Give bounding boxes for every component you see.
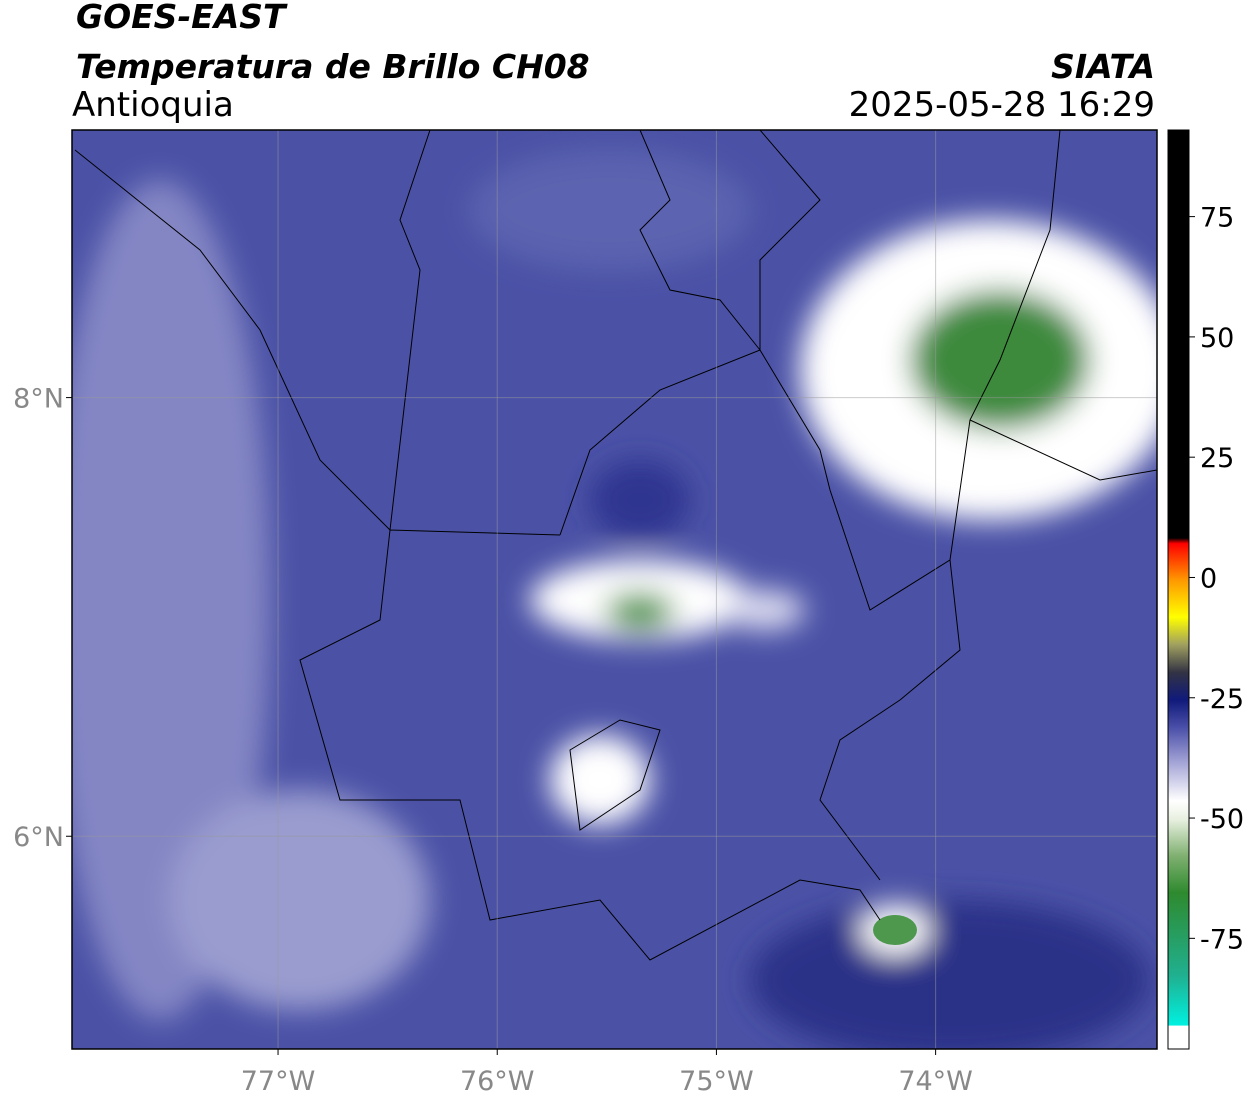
subtitle: Temperatura de Brillo CH08 [76,47,590,86]
colorbar-tick-label: -75 [1200,924,1244,955]
colorbar-tick-label: 75 [1200,203,1234,234]
timestamp: 2025-05-28 16:29 [849,85,1155,125]
colorbar [1167,129,1190,1050]
x-tick-label: 75°W [679,1066,754,1097]
x-tick-label: 74°W [898,1066,973,1097]
colorbar-tick-label: -50 [1200,804,1244,835]
y-tick-label: 8°N [13,384,64,415]
y-tick-label: 6°N [13,822,64,853]
x-tick-label: 76°W [460,1066,535,1097]
graticule [72,130,1157,1049]
colorbar-tick-label: 50 [1200,323,1234,354]
colorbar-tick-label: 25 [1200,443,1234,474]
title: GOES-EAST [76,0,288,36]
cloud-core [873,915,917,945]
boundaries [74,130,1157,961]
x-tick-label: 77°W [241,1066,316,1097]
map-image [72,130,1157,1049]
source: SIATA [1051,47,1155,86]
colorbar-tick-label: -25 [1200,684,1244,715]
map-frame [71,129,1158,1050]
colorbar-tick-label: 0 [1200,563,1217,594]
cloud-field [72,150,1157,1049]
region: Antioquia [72,85,234,125]
